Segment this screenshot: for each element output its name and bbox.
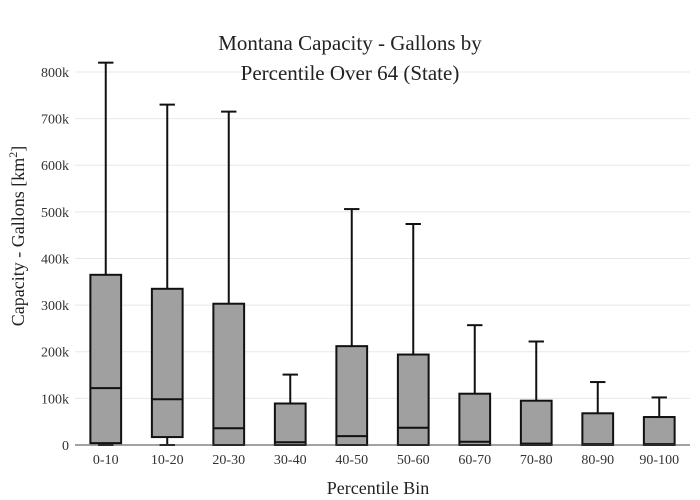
y-axis-title-end: ]: [8, 146, 28, 152]
y-tick-labels: 0 100k 200k 300k 400k 500k 600k 700k 800k: [41, 66, 69, 454]
x-tick-label: 90-100: [639, 453, 679, 468]
x-tick-label: 60-70: [458, 453, 491, 468]
x-tick-label: 10-20: [151, 453, 184, 468]
y-axis-title-sup: 2: [6, 152, 20, 158]
box-40-50: [335, 208, 369, 446]
box-body: [642, 416, 676, 447]
box-0-10: [89, 61, 123, 446]
box-60-70: [458, 324, 492, 447]
box-body: [581, 412, 615, 446]
y-tick-label: 200k: [41, 346, 69, 361]
box-10-20: [150, 103, 184, 446]
x-tick-labels: 0-10 10-20 20-30 30-40 40-50 50-60 60-70 70-80 8…: [93, 453, 679, 468]
x-tick-label: 20-30: [212, 453, 245, 468]
x-tick-label: 50-60: [397, 453, 430, 468]
box-body: [396, 353, 430, 447]
x-tick-label: 40-50: [335, 453, 368, 468]
x-axis-title: Percentile Bin: [327, 478, 429, 498]
x-tick-label: 70-80: [520, 453, 553, 468]
box-30-40: [273, 373, 307, 446]
y-tick-label: 600k: [41, 159, 69, 174]
box-body: [273, 402, 307, 446]
box-body: [335, 345, 369, 446]
box-body: [519, 399, 553, 447]
y-tick-label: 400k: [41, 252, 69, 267]
box-90-100: [642, 396, 676, 447]
y-tick-label: 100k: [41, 392, 69, 407]
y-tick-label: 500k: [41, 206, 69, 221]
chart-title-line-1: Montana Capacity - Gallons by: [218, 31, 482, 55]
y-tick-label: 0: [62, 439, 69, 454]
box-body: [212, 302, 246, 446]
y-tick-label: 300k: [41, 299, 69, 314]
y-axis-title-main: Capacity - Gallons [km: [8, 158, 28, 326]
y-axis-title: Capacity - Gallons [km2]: [6, 146, 28, 326]
box-70-80: [519, 340, 553, 447]
x-tick-label: 30-40: [274, 453, 307, 468]
box-80-90: [581, 381, 615, 446]
x-tick-label: 80-90: [581, 453, 614, 468]
box-body: [89, 273, 123, 445]
box-series: [89, 61, 676, 447]
box-body: [150, 287, 184, 439]
box-50-60: [396, 222, 430, 447]
y-tick-label: 800k: [41, 66, 69, 81]
chart-title-line-2: Percentile Over 64 (State): [241, 61, 460, 85]
y-tick-label: 700k: [41, 113, 69, 128]
box-20-30: [212, 110, 246, 446]
box-body: [458, 392, 492, 447]
x-tick-label: 0-10: [93, 453, 119, 468]
